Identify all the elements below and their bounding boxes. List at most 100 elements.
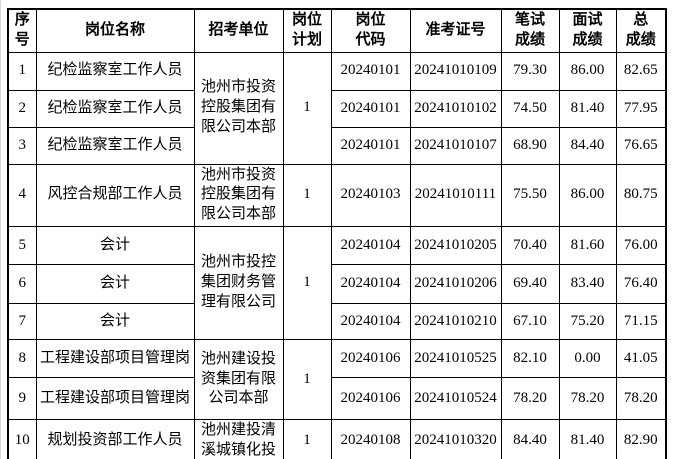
table-row: 7 会计 20240104 20241010210 67.10 75.20 71… (7, 302, 667, 340)
cell-ticket: 20241010524 (409, 376, 502, 420)
cell-unit: 池州市投控 集团财务管 理有限公司 (193, 225, 284, 340)
cell-unit: 池州建投清 溪城镇化投 (193, 418, 284, 459)
cell-position: 风控合规部工作人员 (35, 163, 195, 227)
cell-code: 20240103 (330, 163, 411, 227)
cell-position: 会计 (35, 263, 195, 304)
table-row: 1 纪检监察室工作人员 池州市投资 控股集团有 限公司本部 1 20240101… (7, 51, 667, 165)
table-row: 9 工程建设部项目管理岗 20240106 20241010524 78.20 … (7, 376, 667, 420)
cell-no: 7 (7, 302, 37, 340)
cell-interview: 75.20 (558, 302, 617, 340)
cell-plan: 1 (282, 163, 332, 227)
cell-no: 5 (7, 225, 37, 265)
cell-total: 82.90 (615, 418, 667, 459)
header-position: 岗位名称 (35, 8, 195, 53)
cell-unit: 池州建设投 资集团有限 公司本部 (193, 338, 284, 420)
cell-total: 77.95 (615, 89, 667, 128)
table-row: 3 纪检监察室工作人员 20240101 20241010107 68.90 8… (7, 126, 667, 165)
cell-code: 20240101 (330, 126, 411, 165)
cell-position: 规划投资部工作人员 (35, 418, 195, 459)
cell-plan: 1 (282, 225, 332, 340)
cell-written: 75.50 (500, 163, 560, 227)
cell-code: 20240101 (330, 89, 411, 128)
cell-interview: 86.00 (558, 163, 617, 227)
cell-code: 20240104 (330, 302, 411, 340)
header-interview: 面试 成绩 (558, 8, 617, 53)
cell-plan: 1 (282, 338, 332, 420)
table-row: 5 会计 池州市投控 集团财务管 理有限公司 1 20240104 202410… (7, 225, 667, 340)
cell-interview: 84.40 (558, 126, 617, 165)
cell-no: 2 (7, 89, 37, 128)
table-row: 4 风控合规部工作人员 池州市投资 控股集团有 限公司本部 1 20240103… (7, 163, 667, 227)
cell-no: 1 (7, 51, 37, 91)
cell-ticket: 20241010205 (409, 225, 502, 265)
cell-written: 74.50 (500, 89, 560, 128)
cell-interview: 86.00 (558, 51, 617, 91)
cell-ticket: 20241010210 (409, 302, 502, 340)
header-no: 序 号 (7, 8, 37, 53)
cell-written: 84.40 (500, 418, 560, 459)
cell-no: 6 (7, 263, 37, 304)
cell-no: 8 (7, 338, 37, 378)
cell-unit: 池州市投资 控股集团有 限公司本部 (193, 51, 284, 165)
cell-written: 78.20 (500, 376, 560, 420)
table-row: 6 会计 20240104 20241010206 69.40 83.40 76… (7, 263, 667, 304)
score-table: 序 号 岗位名称 招考单位 岗位 计划 岗位 代码 准考证号 笔试 成绩 面试 … (7, 8, 667, 459)
header-plan: 岗位 计划 (282, 8, 332, 53)
cell-interview: 81.40 (558, 89, 617, 128)
table-row: 2 纪检监察室工作人员 20240101 20241010102 74.50 8… (7, 89, 667, 128)
cell-total: 76.40 (615, 263, 667, 304)
header-row: 序 号 岗位名称 招考单位 岗位 计划 岗位 代码 准考证号 笔试 成绩 面试 … (7, 8, 667, 53)
cell-total: 76.00 (615, 225, 667, 265)
cell-code: 20240106 (330, 338, 411, 378)
cell-ticket: 20241010525 (409, 338, 502, 378)
cell-written: 79.30 (500, 51, 560, 91)
cell-ticket: 20241010102 (409, 89, 502, 128)
cell-interview: 78.20 (558, 376, 617, 420)
cell-written: 70.40 (500, 225, 560, 265)
cell-position: 工程建设部项目管理岗 (35, 376, 195, 420)
cell-ticket: 20241010111 (409, 163, 502, 227)
cell-position: 纪检监察室工作人员 (35, 51, 195, 91)
cell-no: 10 (7, 418, 37, 459)
cell-interview: 81.60 (558, 225, 617, 265)
left-edge-line (0, 0, 1, 459)
cell-plan: 1 (282, 418, 332, 459)
cell-total: 82.65 (615, 51, 667, 91)
cell-interview: 81.40 (558, 418, 617, 459)
cell-total: 76.65 (615, 126, 667, 165)
cell-ticket: 20241010206 (409, 263, 502, 304)
cell-ticket: 20241010109 (409, 51, 502, 91)
cell-code: 20240101 (330, 51, 411, 91)
cell-code: 20240104 (330, 225, 411, 265)
cell-code: 20240104 (330, 263, 411, 304)
cell-unit: 池州市投资 控股集团有 限公司本部 (193, 163, 284, 227)
cell-interview: 83.40 (558, 263, 617, 304)
cell-position: 会计 (35, 225, 195, 265)
cell-position: 纪检监察室工作人员 (35, 126, 195, 165)
header-ticket: 准考证号 (409, 8, 502, 53)
cell-ticket: 20241010320 (409, 418, 502, 459)
cell-interview: 0.00 (558, 338, 617, 378)
cell-total: 41.05 (615, 338, 667, 378)
cell-written: 82.10 (500, 338, 560, 378)
table-row: 10 规划投资部工作人员 池州建投清 溪城镇化投 1 20240108 2024… (7, 418, 667, 459)
cell-position: 会计 (35, 302, 195, 340)
cell-position: 纪检监察室工作人员 (35, 89, 195, 128)
cell-ticket: 20241010107 (409, 126, 502, 165)
cell-written: 68.90 (500, 126, 560, 165)
header-total: 总 成绩 (615, 8, 667, 53)
cell-no: 9 (7, 376, 37, 420)
cell-code: 20240108 (330, 418, 411, 459)
header-unit: 招考单位 (193, 8, 284, 53)
cell-total: 80.75 (615, 163, 667, 227)
table-row: 8 工程建设部项目管理岗 池州建设投 资集团有限 公司本部 1 20240106… (7, 338, 667, 420)
cell-no: 3 (7, 126, 37, 165)
cell-total: 78.20 (615, 376, 667, 420)
cell-no: 4 (7, 163, 37, 227)
header-written: 笔试 成绩 (500, 8, 560, 53)
header-code: 岗位 代码 (330, 8, 411, 53)
cell-written: 69.40 (500, 263, 560, 304)
cell-plan: 1 (282, 51, 332, 165)
cell-written: 67.10 (500, 302, 560, 340)
